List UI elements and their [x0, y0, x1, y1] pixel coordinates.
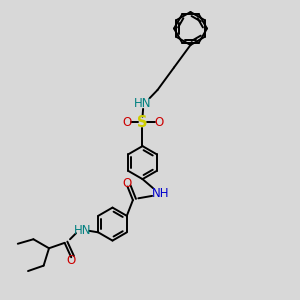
Text: O: O [123, 177, 132, 190]
Text: O: O [154, 116, 164, 129]
Text: O: O [67, 254, 76, 267]
Text: NH: NH [152, 187, 169, 200]
Text: HN: HN [134, 97, 152, 110]
Text: O: O [122, 116, 131, 129]
Text: HN: HN [74, 224, 92, 237]
Text: S: S [137, 115, 148, 130]
